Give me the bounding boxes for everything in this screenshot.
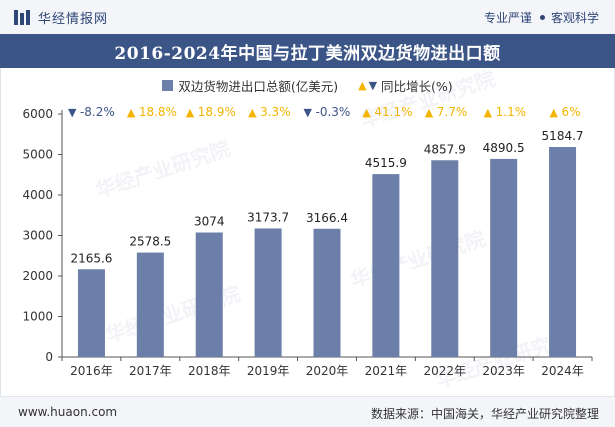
bar xyxy=(77,269,105,357)
growth-value-label: 3.3% xyxy=(260,105,291,119)
dot-separator-icon xyxy=(539,15,545,20)
legend-label-total: 双边货物进出口总额(亿美元) xyxy=(178,79,339,94)
growth-value-label: 18.8% xyxy=(139,105,177,119)
watermark-text: 华经产业研究院 xyxy=(93,136,234,202)
growth-value-label: 41.1% xyxy=(374,105,412,119)
bar xyxy=(490,158,518,357)
y-tick-label: 2000 xyxy=(22,269,53,283)
x-tick-label: 2023年 xyxy=(482,364,525,378)
growth-labels: ▼ -8.2% ▲ 18.8% ▲ 18.9% ▲ 3.3% ▼ -0.3% ▲ 41.1% ▲ 7.7%… xyxy=(68,105,581,119)
growth-up-icon: ▲ xyxy=(425,106,434,119)
bar-value-label: 4890.5 xyxy=(483,141,525,155)
brand-name: 华经情报网 xyxy=(38,12,109,27)
tagline: 专业严谨 客观科学 xyxy=(484,9,599,26)
bar xyxy=(136,252,164,357)
bar-value-label: 4515.9 xyxy=(365,156,407,170)
growth-down-icon: ▼ xyxy=(68,106,77,119)
bar xyxy=(372,174,400,357)
header-bar: 华经情报网 专业严谨 客观科学 xyxy=(0,0,615,34)
x-tick-label: 2019年 xyxy=(247,364,290,378)
bar xyxy=(549,147,577,357)
x-tick-label: 2016年 xyxy=(70,364,113,378)
legend-label-growth: 同比增长(%) xyxy=(381,79,453,94)
bar xyxy=(254,228,282,357)
x-tick-label: 2018年 xyxy=(188,364,231,378)
y-axis: 0 1000 2000 3000 4000 5000 6000 xyxy=(22,107,63,364)
footer-url[interactable]: www.huaon.com xyxy=(18,405,118,419)
growth-up-icon: ▲ xyxy=(248,106,257,119)
y-tick-label: 4000 xyxy=(22,188,53,202)
bar xyxy=(195,232,223,357)
tagline-right: 客观科学 xyxy=(550,11,599,25)
growth-value-label: -8.2% xyxy=(80,105,115,119)
legend-item-total[interactable]: 双边货物进出口总额(亿美元) xyxy=(162,76,338,95)
growth-down-icon: ▼ xyxy=(304,106,313,119)
y-tick-label: 5000 xyxy=(22,148,53,162)
legend-item-growth[interactable]: ▲ ▼ 同比增长(%) xyxy=(358,76,453,95)
growth-value-label: 7.7% xyxy=(437,105,468,119)
x-tick-label: 2022年 xyxy=(424,364,467,378)
y-tick-label: 6000 xyxy=(22,107,53,121)
bar xyxy=(313,228,341,357)
bar-swatch-icon xyxy=(162,80,174,91)
footer-bar: www.huaon.com 数据来源：中国海关，华经产业研究院整理 xyxy=(0,396,615,427)
bar-value-label: 5184.7 xyxy=(542,129,584,143)
bar-value-label: 3074 xyxy=(194,215,225,229)
brand-logo-icon xyxy=(14,9,30,26)
title-bar: 2016-2024年中国与拉丁美洲双边货物进出口额 xyxy=(0,34,615,68)
y-tick-label: 0 xyxy=(45,350,53,364)
x-tick-label: 2020年 xyxy=(306,364,349,378)
y-tick-label: 3000 xyxy=(22,229,53,243)
footer-source: 数据来源：中国海关，华经产业研究院整理 xyxy=(370,407,599,421)
growth-value-label: 1.1% xyxy=(496,105,526,119)
growth-up-icon: ▲ xyxy=(186,106,195,119)
bar-value-label: 2578.5 xyxy=(129,235,171,249)
bar-value-label: 2165.6 xyxy=(70,251,112,265)
bar-value-label: 3166.4 xyxy=(306,211,348,225)
bar-value-label: 3173.7 xyxy=(247,210,289,224)
growth-value-label: 18.9% xyxy=(198,105,236,119)
growth-value-label: 6% xyxy=(562,105,581,119)
bar xyxy=(431,160,459,357)
watermark-text: 华经产业研究院 xyxy=(358,66,499,132)
growth-up-icon: ▲ xyxy=(550,106,559,119)
growth-value-label: -0.3% xyxy=(316,105,351,119)
x-tick-label: 2021年 xyxy=(365,364,408,378)
tagline-left: 专业严谨 xyxy=(483,11,532,25)
chart-legend: 双边货物进出口总额(亿美元) ▲ ▼ 同比增长(%) xyxy=(0,76,615,95)
growth-up-icon: ▲ xyxy=(127,106,136,119)
growth-up-icon: ▲ xyxy=(484,106,493,119)
triangle-down-icon: ▼ xyxy=(368,79,378,92)
y-tick-label: 1000 xyxy=(22,310,53,324)
chart-title: 2016-2024年中国与拉丁美洲双边货物进出口额 xyxy=(114,43,501,64)
bar-series: 2165.6 2578.5 3074 3173.7 3166.4 4515.9 4857.9… xyxy=(70,129,584,357)
triangle-up-icon: ▲ xyxy=(358,79,367,92)
x-tick-label: 2017年 xyxy=(129,364,172,378)
growth-up-icon: ▲ xyxy=(362,106,371,119)
brand[interactable]: 华经情报网 xyxy=(14,8,108,27)
watermark-text: 华经产业研究院 xyxy=(348,226,489,292)
bar-value-label: 4857.9 xyxy=(424,142,466,156)
x-tick-label: 2024年 xyxy=(541,364,584,378)
